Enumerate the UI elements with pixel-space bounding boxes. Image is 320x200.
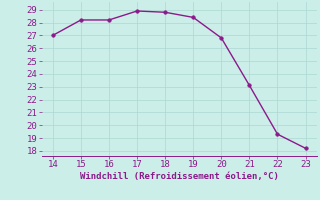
X-axis label: Windchill (Refroidissement éolien,°C): Windchill (Refroidissement éolien,°C) — [80, 172, 279, 181]
